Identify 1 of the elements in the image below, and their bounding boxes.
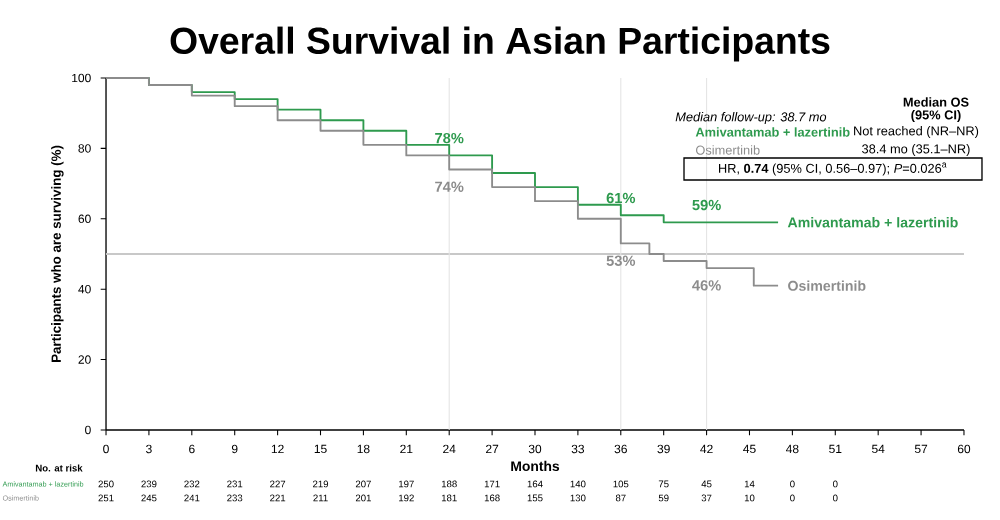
chart-title: Overall Survival in Asian Participants [170, 26, 830, 62]
